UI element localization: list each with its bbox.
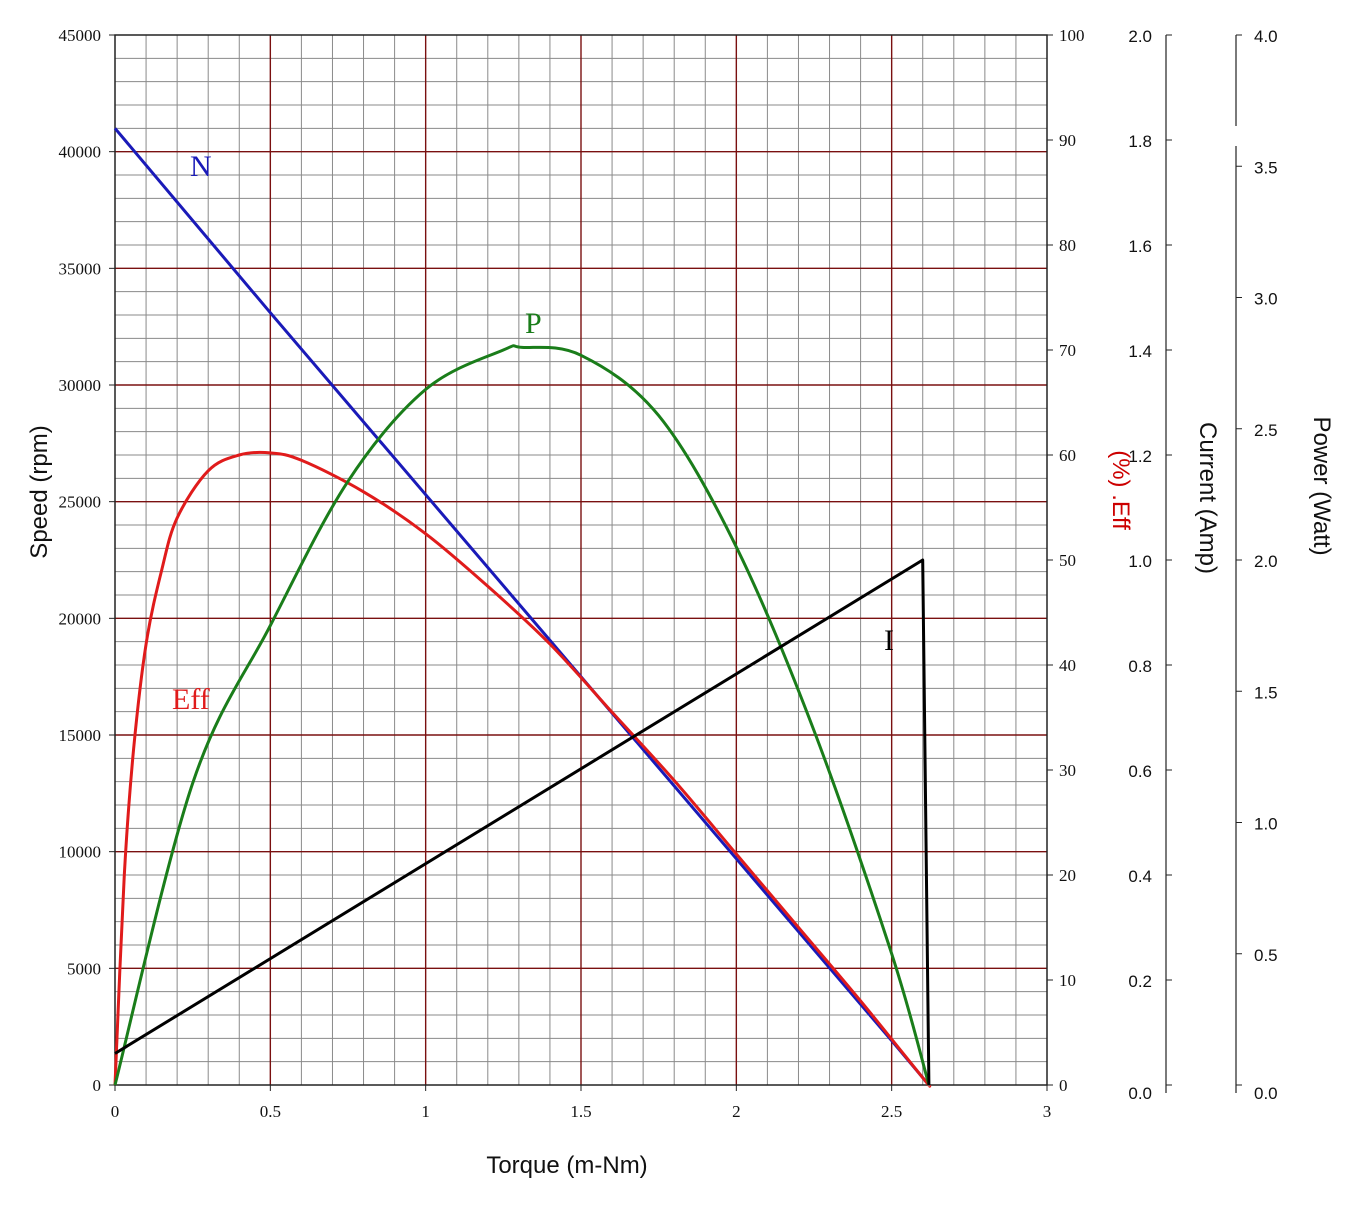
series-label-eff: Eff [172,683,210,716]
current-axis: 0.0 0.2 0.4 0.6 0.8 1.0 1.2 1.4 1.6 1.8 2.0 [1128,27,1172,1103]
x-tick-label: 0.5 [260,1102,281,1121]
x-axis-title: Torque (m-Nm) [486,1152,647,1179]
series-layer: N Eff P I [113,127,932,1088]
speed-tick-label: 10000 [59,843,102,862]
major-grid [115,35,1047,1085]
x-tick-label: 2 [732,1102,741,1121]
efficiency-tick-label: 70 [1059,341,1076,360]
speed-axis-ticks: 0 5000 10000 15000 20000 25000 30000 35000 40000… [59,26,115,1095]
efficiency-tick-label: 80 [1059,236,1076,255]
efficiency-tick-label: 40 [1059,656,1076,675]
speed-tick-label: 45000 [59,26,102,45]
speed-tick-label: 30000 [59,376,102,395]
efficiency-tick-label: 60 [1059,446,1076,465]
power-tick-label: 4.0 [1254,27,1278,46]
efficiency-tick-label: 90 [1059,131,1076,150]
power-tick-label: 1.0 [1254,815,1278,834]
efficiency-tick-label: 100 [1059,26,1085,45]
x-tick-label: 1 [421,1102,430,1121]
speed-tick-label: 0 [93,1076,102,1095]
efficiency-tick-label: 10 [1059,971,1076,990]
current-tick-label: 0.8 [1128,657,1152,676]
speed-tick-label: 40000 [59,143,102,162]
current-tick-label: 0.2 [1128,972,1152,991]
current-tick-label: 0.0 [1128,1084,1152,1103]
power-tick-label: 2.5 [1254,421,1278,440]
power-axis-title: Power (Watt) [1308,416,1335,555]
x-tick-label: 2.5 [881,1102,902,1121]
speed-tick-label: 15000 [59,726,102,745]
series-label-i: I [884,624,894,657]
current-tick-label: 0.4 [1128,867,1152,886]
efficiency-axis-title: (%) .Eff [1107,450,1134,530]
power-tick-label: 0.5 [1254,946,1278,965]
efficiency-tick-label: 0 [1059,1076,1068,1095]
series-label-p: P [525,307,542,340]
series-line-i [114,558,931,1086]
x-axis-ticks: 0 0.5 1 1.5 2 2.5 3 [111,1085,1052,1121]
current-tick-label: 1.0 [1128,552,1152,571]
series-line-eff [113,450,932,1088]
speed-axis-title: Speed (rpm) [26,425,53,558]
current-tick-label: 2.0 [1128,27,1152,46]
power-tick-label: 2.0 [1254,552,1278,571]
current-tick-label: 1.2 [1128,447,1152,466]
current-axis-title: Current (Amp) [1194,422,1221,574]
series-label-n: N [190,150,212,183]
speed-tick-label: 5000 [67,959,101,978]
current-tick-label: 0.6 [1128,762,1152,781]
current-tick-label: 1.4 [1128,342,1152,361]
speed-tick-label: 35000 [59,259,102,278]
power-tick-label: 0.0 [1254,1084,1278,1103]
efficiency-tick-label: 20 [1059,866,1076,885]
power-axis: 0.0 0.5 1.0 1.5 2.0 2.5 3.0 3.5 4.0 [1235,27,1278,1103]
x-tick-label: 3 [1043,1102,1052,1121]
series-line-n [113,127,931,1086]
efficiency-tick-label: 50 [1059,551,1076,570]
efficiency-axis-ticks: 0 10 20 30 40 50 60 70 80 90 100 [1047,26,1085,1095]
power-tick-label: 3.5 [1254,158,1278,177]
power-tick-label: 1.5 [1254,683,1278,702]
efficiency-tick-label: 30 [1059,761,1076,780]
speed-tick-label: 25000 [59,493,102,512]
current-tick-label: 1.6 [1128,237,1152,256]
power-tick-label: 3.0 [1254,290,1278,309]
current-tick-label: 1.8 [1128,132,1152,151]
speed-tick-label: 20000 [59,609,102,628]
x-tick-label: 0 [111,1102,120,1121]
series-line-p [113,344,931,1086]
x-tick-label: 1.5 [570,1102,591,1121]
